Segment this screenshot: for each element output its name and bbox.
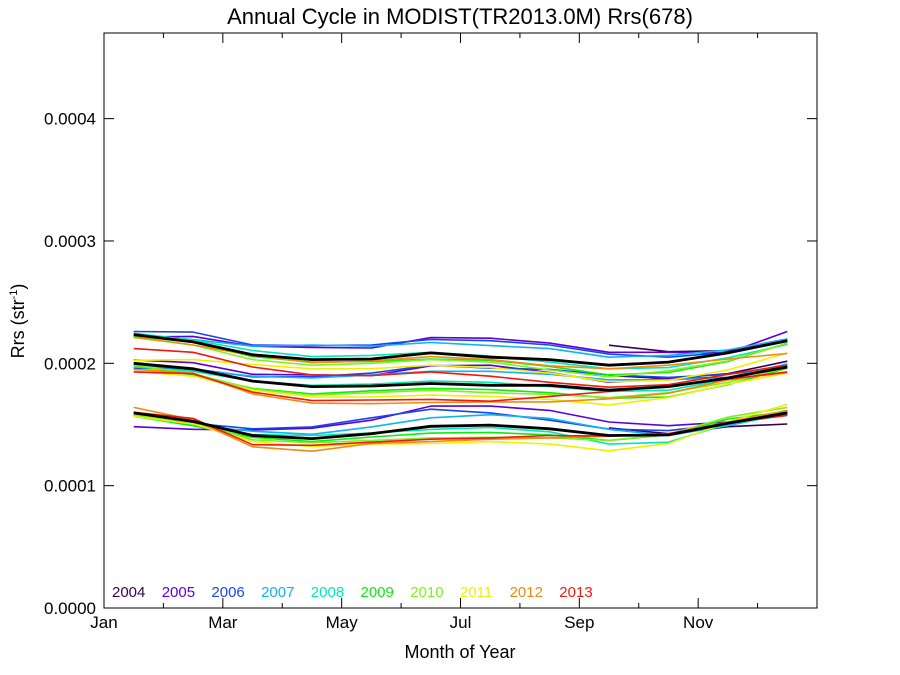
mean-line-1 [133, 361, 788, 392]
y-tick-label: 0.0000 [44, 599, 96, 618]
legend-item-2011: 2011 [460, 584, 492, 601]
x-tick-label: Jan [90, 613, 117, 632]
legend-item-2010: 2010 [410, 584, 443, 601]
legend-item-2004: 2004 [112, 584, 145, 601]
mean-line-0 [133, 333, 788, 367]
y-axis-label-end: ) [8, 284, 28, 290]
y-tick-label: 0.0001 [44, 477, 96, 496]
legend-item-2005: 2005 [162, 584, 195, 601]
series-line-2011-1 [133, 370, 788, 406]
series-line-2011-2 [133, 403, 788, 452]
x-tick-label: May [326, 613, 359, 632]
series-line-2007-0 [133, 335, 788, 358]
series-line-2006-2 [133, 408, 788, 432]
series-layer [133, 330, 788, 452]
axis-ticks: 0.0000 0.0001 0.0002 0.0003 0.0004 Jan Mar May J… [44, 33, 817, 632]
chart-title: Annual Cycle in MODIST(TR2013.0M) Rrs(67… [227, 4, 693, 29]
series-line-2010-0 [133, 336, 788, 378]
y-axis-label: Rrs (str-1) [8, 284, 28, 359]
y-tick-label: 0.0004 [44, 110, 96, 129]
x-tick-label: Jul [450, 613, 472, 632]
legend-item-2013: 2013 [559, 584, 592, 601]
y-tick-label: 0.0002 [44, 354, 96, 373]
legend-item-2006: 2006 [211, 584, 244, 601]
y-axis-label-sup: -1 [8, 290, 20, 300]
series-line-2011-0 [133, 352, 788, 383]
legend-item-2007: 2007 [261, 584, 294, 601]
legend-item-2009: 2009 [361, 584, 394, 601]
series-line-2012-1 [133, 368, 788, 405]
x-tick-label: Nov [683, 613, 714, 632]
series-line-2006-0 [133, 330, 788, 358]
y-axis-label-base: Rrs (str [8, 299, 28, 358]
legend-item-2008: 2008 [311, 584, 344, 601]
x-tick-label: Mar [208, 613, 238, 632]
legend: 2004 2005 2006 2007 2008 2009 2010 2011 2012 2013 [112, 584, 593, 601]
x-axis-label: Month of Year [404, 642, 515, 662]
series-line-2013-0 [133, 347, 788, 388]
y-tick-label: 0.0003 [44, 232, 96, 251]
plot-frame [103, 32, 818, 609]
legend-item-2012: 2012 [510, 584, 543, 601]
mean-line-2 [133, 411, 788, 440]
x-tick-label: Sep [564, 613, 594, 632]
